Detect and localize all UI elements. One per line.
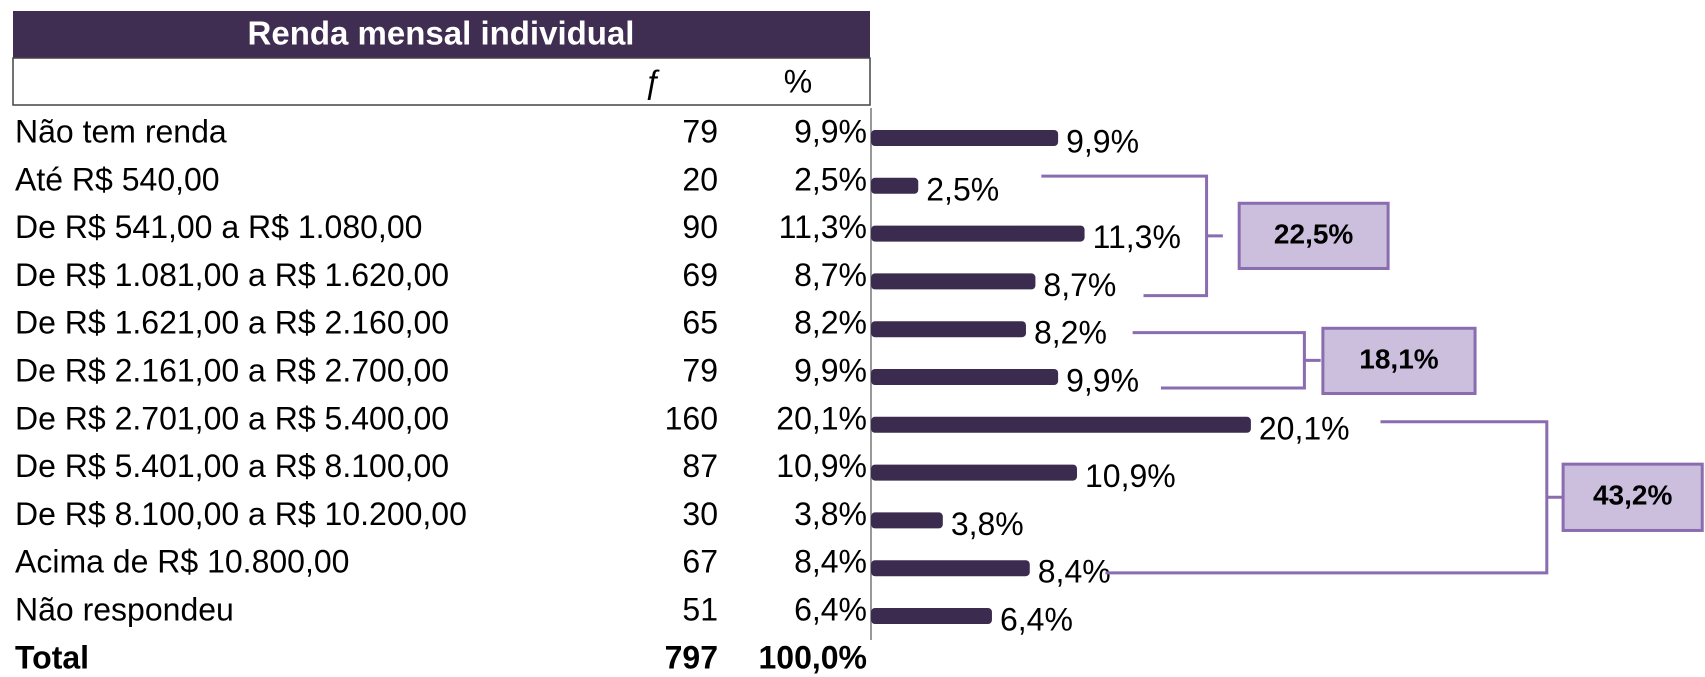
row-label: De R$ 5.401,00 a R$ 8.100,00: [15, 448, 449, 484]
bar: [871, 273, 1036, 290]
row-label: De R$ 2.161,00 a R$ 2.700,00: [15, 352, 449, 388]
bar-label: 11,3%: [1093, 219, 1181, 255]
row-pct: 6,4%: [794, 591, 867, 627]
row-pct: 8,4%: [794, 544, 867, 580]
row-f: 90: [682, 209, 718, 245]
row-label: Não tem renda: [15, 113, 227, 149]
bar: [871, 130, 1059, 146]
bar-label: 20,1%: [1259, 410, 1350, 446]
row-label: De R$ 1.081,00 a R$ 1.620,00: [15, 257, 449, 293]
bar: [871, 369, 1059, 385]
annotation-box: [1321, 326, 1477, 395]
row-label: Até R$ 540,00: [15, 161, 220, 197]
row-label: De R$ 8.100,00 a R$ 10.200,00: [15, 496, 467, 532]
bar: [871, 321, 1026, 338]
table-title: Renda mensal individual: [248, 15, 635, 52]
bar: [871, 512, 943, 529]
bracket: [1105, 420, 1564, 575]
bar-label: 9,9%: [1066, 362, 1139, 398]
total-cell: 797: [665, 639, 718, 675]
bar: [871, 608, 992, 624]
bar: [871, 464, 1078, 481]
row-pct: 2,5%: [794, 161, 867, 197]
annotation-box: [1237, 201, 1390, 270]
row-pct: 9,9%: [794, 113, 867, 149]
header-pct: %: [784, 63, 812, 99]
row-f: 65: [682, 305, 718, 341]
row-pct: 3,8%: [794, 496, 867, 532]
row-label: De R$ 1.621,00 a R$ 2.160,00: [15, 305, 449, 341]
row-pct: 8,7%: [794, 257, 867, 293]
bar-label: 2,5%: [926, 171, 999, 207]
annotation-label: 43,2%: [1593, 480, 1672, 511]
annotation-label: 22,5%: [1274, 218, 1353, 249]
bar-label: 10,9%: [1085, 458, 1176, 494]
bar-label: 8,7%: [1043, 267, 1116, 303]
row-pct: 9,9%: [794, 352, 867, 388]
row-f: 20: [682, 161, 718, 197]
bar-label: 8,2%: [1034, 315, 1107, 351]
row-pct: 11,3%: [779, 209, 867, 245]
row-f: 30: [682, 496, 718, 532]
header-row: [12, 57, 871, 106]
bar: [871, 177, 919, 194]
bracket: [1041, 174, 1223, 298]
bar-label: 3,8%: [951, 506, 1024, 542]
row-label: De R$ 541,00 a R$ 1.080,00: [15, 209, 422, 245]
row-pct: 10,9%: [776, 448, 867, 484]
annotation-box: [1561, 462, 1704, 532]
bar: [871, 416, 1251, 433]
row-f: 79: [682, 352, 718, 388]
row-f: 67: [682, 544, 718, 580]
header-f: ƒ: [643, 63, 661, 99]
bar-label: 9,9%: [1066, 123, 1139, 159]
row-pct: 20,1%: [776, 400, 867, 436]
row-label: De R$ 2.701,00 a R$ 5.400,00: [15, 400, 449, 436]
bar: [871, 225, 1085, 242]
row-f: 69: [682, 257, 718, 293]
annotation-label: 18,1%: [1359, 343, 1438, 374]
total-cell: Total: [15, 639, 89, 675]
row-f: 87: [682, 448, 718, 484]
title-bar: [13, 11, 870, 58]
row-f: 160: [665, 400, 718, 436]
row-label: Não respondeu: [15, 591, 234, 627]
row-pct: 8,2%: [794, 305, 867, 341]
bracket: [1132, 331, 1321, 390]
bar-label: 6,4%: [1000, 601, 1073, 637]
bar-label: 8,4%: [1038, 554, 1111, 590]
total-cell: 100,0%: [758, 639, 867, 675]
bar: [871, 560, 1030, 577]
row-f: 51: [682, 591, 718, 627]
row-f: 79: [682, 113, 718, 149]
row-label: Acima de R$ 10.800,00: [15, 544, 349, 580]
